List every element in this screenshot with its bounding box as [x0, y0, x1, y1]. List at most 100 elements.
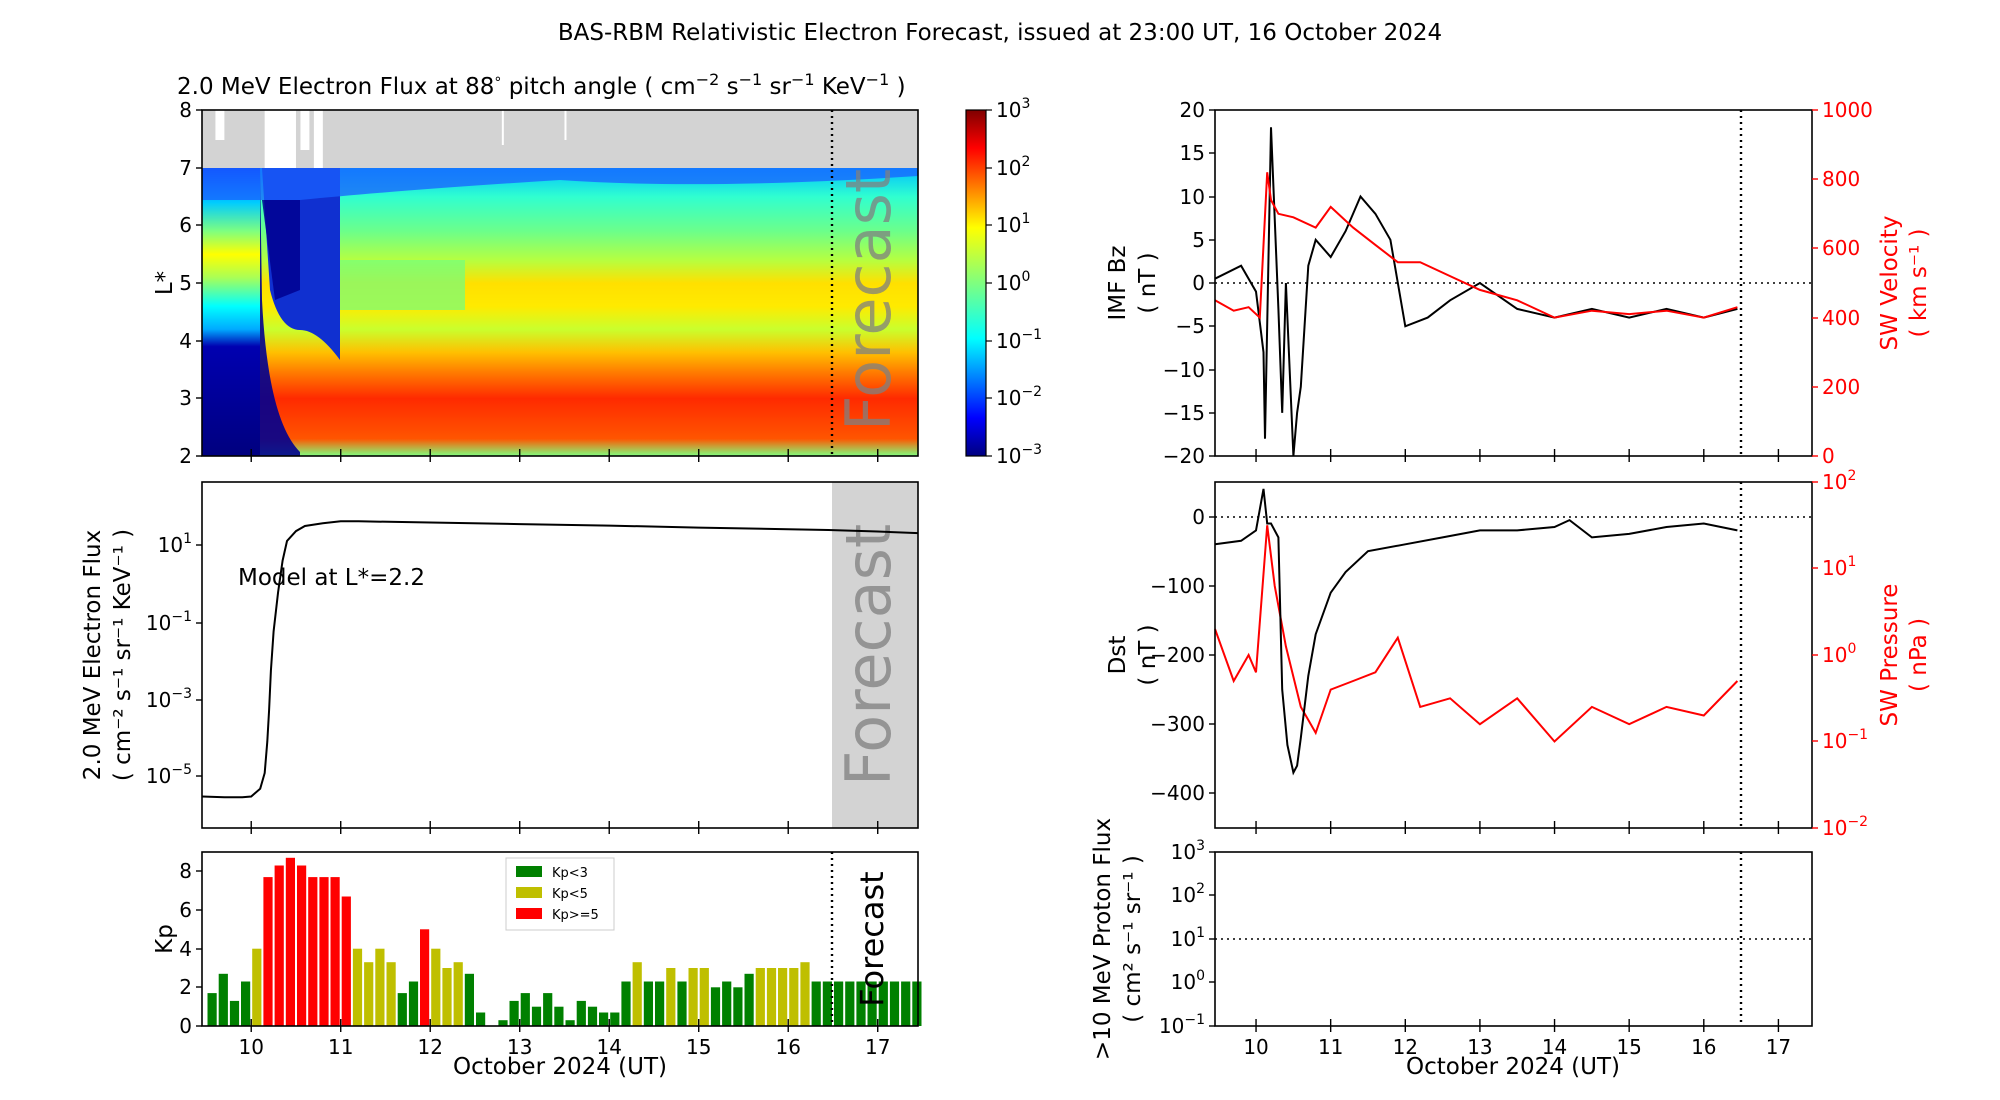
colorbar-ticks: 10−3 10−2 10−1 100 101 102 103: [986, 96, 1042, 468]
y-tick-label: 7: [179, 156, 192, 180]
y-tick-label: 8: [179, 859, 192, 883]
kp-bar: [766, 968, 777, 1026]
imf-bz-line: [1214, 127, 1738, 457]
legend-swatch-kp-high: [516, 908, 542, 919]
colorbar-tick-label: 10−1: [996, 327, 1042, 353]
kp-bar: [420, 929, 430, 1026]
kp-bar: [889, 981, 900, 1026]
kp-bar: [498, 1020, 508, 1026]
kp-bar: [901, 981, 911, 1026]
proton-ylabel-2: ( cm² s⁻¹ sr⁻¹ ): [1120, 855, 1146, 1023]
y2-tick-label: 0: [1822, 444, 1835, 468]
spectrogram-x-ticks: [250, 449, 879, 462]
colorbar-tick-label: 102: [996, 154, 1030, 180]
no-data-streak: [215, 110, 225, 140]
dst-ylabel-2: ( nT ): [1135, 624, 1161, 685]
kp-bar: [274, 865, 284, 1026]
proton-y-ticks: 103 102 101 100 10−1: [1159, 838, 1215, 1038]
legend-swatch-kp-mid: [516, 887, 542, 898]
x-tick-label: 13: [507, 1035, 532, 1059]
kp-bar: [655, 981, 665, 1026]
kp-bar: [442, 968, 452, 1026]
y-tick-label: 6: [179, 213, 192, 237]
sw-velocity-line: [1214, 172, 1738, 320]
kp-x-ticks: 10 11 12 13 14 15 16 17: [238, 1019, 890, 1059]
kp-bar: [308, 877, 318, 1026]
model-flux-y-ticks: 101 10−1 10−3 10−5: [146, 531, 202, 788]
x-tick-label: 17: [1766, 1035, 1791, 1059]
y-tick-label: −300: [1150, 712, 1205, 736]
y-tick-label: 4: [179, 937, 192, 961]
y-tick-label: 0: [1192, 505, 1205, 529]
y-tick-label: −100: [1150, 574, 1205, 598]
kp-bar: [710, 987, 721, 1026]
kp-xlabel: October 2024 (UT): [453, 1054, 667, 1080]
x-tick-label: 13: [1467, 1035, 1492, 1059]
y2-tick-label: 800: [1822, 167, 1860, 191]
y-tick-label: 20: [1180, 98, 1205, 122]
kp-bar: [554, 1006, 564, 1026]
kp-bar: [531, 1006, 542, 1026]
colorbar-tick-label: 10−3: [996, 442, 1042, 468]
kp-bar: [834, 981, 844, 1026]
pressure-y-ticks: 102 101 100 10−1 10−2: [1812, 468, 1868, 840]
x-tick-label: 15: [1616, 1035, 1641, 1059]
spectrogram-dropout-inner: [260, 168, 300, 456]
kp-bar: [263, 877, 273, 1026]
kp-bar: [229, 1000, 240, 1026]
kp-ylabel: Kp: [152, 924, 178, 954]
imf-ylabel-1: IMF Bz: [1105, 245, 1131, 320]
legend-swatch-kp-low: [516, 866, 542, 877]
spectrogram-prestorm: [202, 168, 260, 456]
model-flux-line: [201, 520, 919, 799]
y-tick-label: 10: [1180, 185, 1205, 209]
kp-bar: [352, 948, 363, 1026]
kp-bar: [218, 973, 228, 1026]
kp-bar: [632, 962, 642, 1026]
kp-panel: Forecast Kp 0 2 4 6 8 10 11 12 13 14 15 16 17 O…: [152, 851, 922, 1080]
spectrogram-ylabel: L*: [152, 271, 178, 295]
kp-bar: [643, 981, 653, 1026]
y2-tick-label: 400: [1822, 306, 1860, 330]
no-data-streak: [264, 110, 296, 168]
spectrogram-dropout-core: [262, 200, 300, 300]
kp-bar: [453, 962, 463, 1026]
velocity-ylabel-1: SW Velocity: [1877, 216, 1903, 351]
y2-tick-label: 10−1: [1822, 727, 1868, 753]
x-tick-label: 15: [686, 1035, 711, 1059]
y-tick-label: 8: [179, 98, 192, 122]
y-tick-label: 101: [1171, 925, 1205, 951]
kp-bar: [207, 993, 217, 1026]
kp-bar: [755, 968, 765, 1026]
y2-tick-label: 102: [1822, 468, 1856, 494]
y-tick-label: 10−3: [146, 686, 192, 712]
x-tick-label: 11: [1318, 1035, 1343, 1059]
kp-bar: [878, 981, 888, 1026]
kp-bar: [341, 896, 351, 1026]
legend-label: Kp<3: [552, 866, 588, 881]
colorbar-tick-label: 100: [996, 269, 1030, 295]
kp-bar: [543, 993, 553, 1026]
y2-tick-label: 1000: [1822, 98, 1873, 122]
dst-line: [1214, 488, 1738, 776]
y-tick-label: 5: [1192, 228, 1205, 252]
kp-bar: [565, 1020, 575, 1026]
y2-tick-label: 10−2: [1822, 814, 1868, 840]
kp-bar: [431, 948, 441, 1026]
y-tick-label: 2: [179, 444, 192, 468]
spectrogram-slot-gap: [340, 260, 465, 310]
kp-bar: [699, 968, 709, 1026]
kp-legend: Kp<3 Kp<5 Kp>=5: [505, 857, 615, 931]
x-tick-label: 12: [1393, 1035, 1418, 1059]
flux-spectrogram-panel: 2.0 MeV Electron Flux at 88° pitch angle…: [152, 70, 1042, 468]
kp-bar: [375, 948, 385, 1026]
x-tick-label: 11: [328, 1035, 353, 1059]
x-tick-label: 14: [596, 1035, 621, 1059]
kp-bar: [677, 981, 687, 1026]
sw-pressure-line: [1214, 525, 1739, 743]
x-tick-label: 16: [775, 1035, 800, 1059]
proton-frame: [1214, 851, 1813, 1027]
forecast-shading: [832, 482, 918, 828]
kp-y-ticks: 0 2 4 6 8: [179, 859, 202, 1038]
